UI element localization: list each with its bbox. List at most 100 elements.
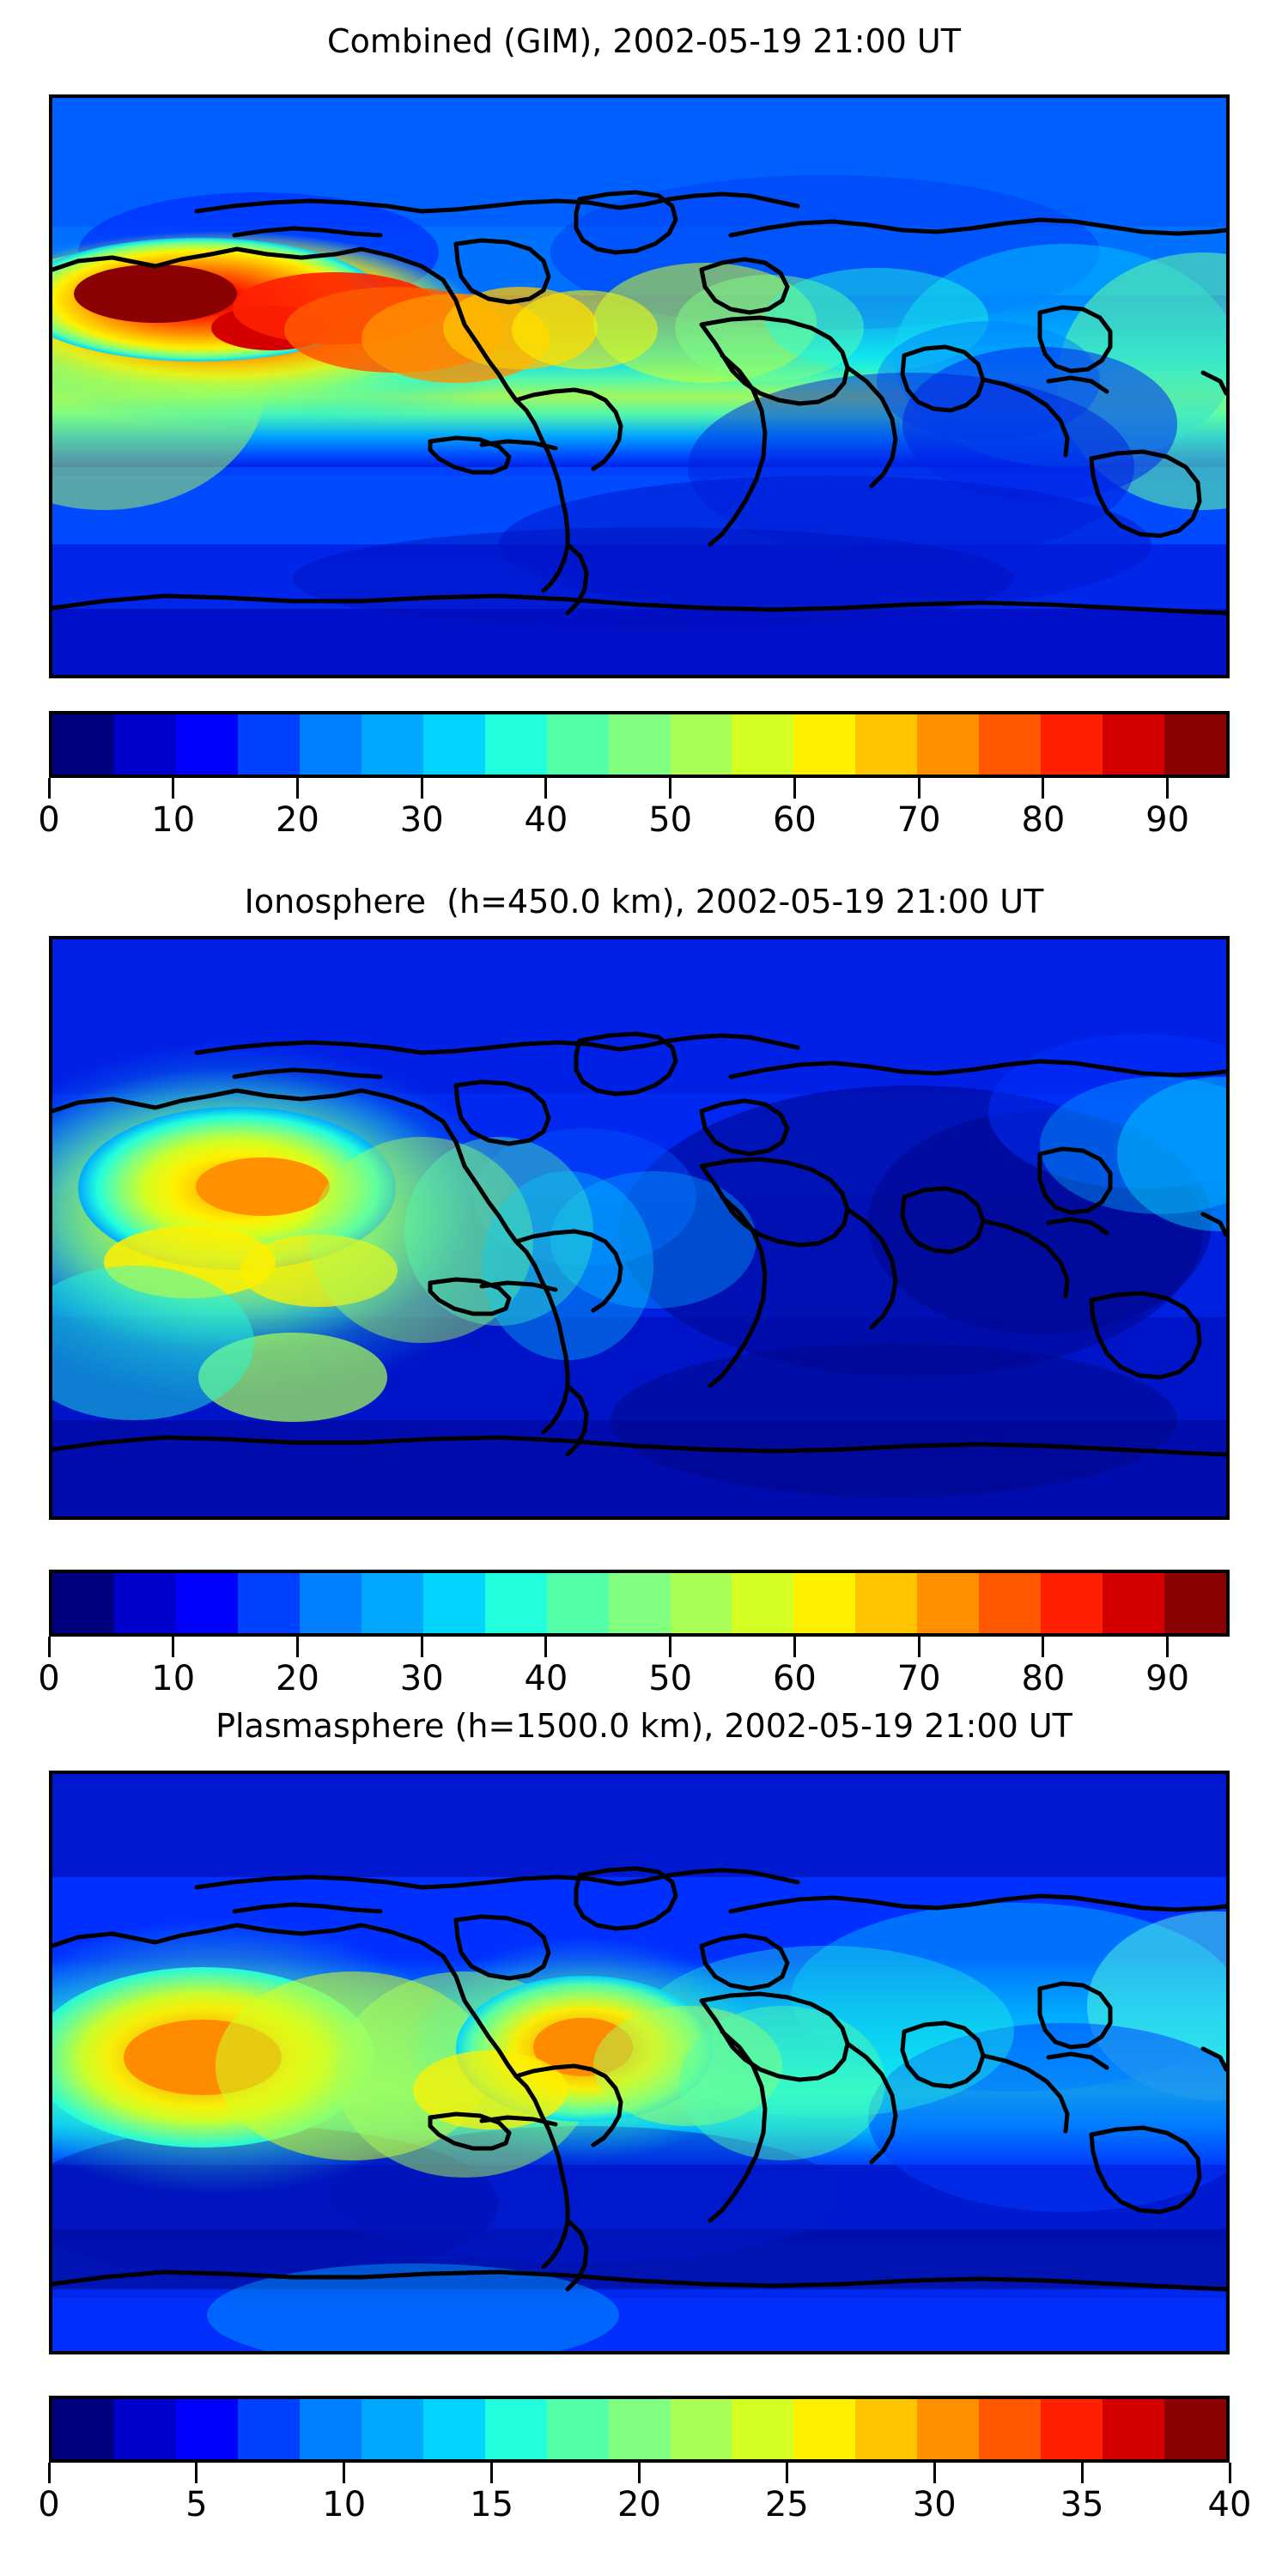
colorbar-band <box>422 714 485 775</box>
colorbar-tick-label: 40 <box>1207 2485 1252 2524</box>
colorbar-band <box>175 2399 238 2459</box>
colorbar-tick <box>544 1637 548 1657</box>
colorbar-tick <box>343 2463 346 2483</box>
colorbar-band <box>299 714 361 775</box>
colorbar-band <box>299 1573 361 1633</box>
colorbar-band <box>855 1573 918 1633</box>
colorbar-tick-label: 20 <box>276 1659 319 1698</box>
colorbar-tick-label: 0 <box>38 800 60 840</box>
colorbar-band <box>608 1573 671 1633</box>
colorbar-labels-combined-gim: 0 10 20 30 40 50 60 70 80 90 <box>38 800 1230 845</box>
colorbar-band <box>422 2399 485 2459</box>
colorbar-band <box>793 2399 856 2459</box>
colorbar-tick <box>669 778 672 799</box>
colorbar-band <box>855 714 918 775</box>
colorbar-band <box>1103 1573 1165 1633</box>
colorbar-band <box>670 714 732 775</box>
colorbar-band <box>732 714 794 775</box>
map-canvas-plasmasphere <box>52 1774 1226 2351</box>
colorbar-tick-label: 20 <box>617 2485 661 2524</box>
colorbar-band <box>1103 2399 1165 2459</box>
colorbar-ionosphere[interactable]: 0 10 20 30 40 50 60 70 80 90 <box>38 1570 1230 1704</box>
colorbar-band <box>299 2399 361 2459</box>
colorbar-gradient-ionosphere <box>49 1570 1230 1637</box>
colorbar-tick-label: 10 <box>151 800 196 840</box>
colorbar-tick-label: 90 <box>1145 1659 1190 1698</box>
colorbar-band <box>917 1573 980 1633</box>
colorbar-band <box>175 714 238 775</box>
colorbar-band <box>113 1573 176 1633</box>
colorbar-band <box>361 1573 423 1633</box>
colorbar-band <box>1103 714 1165 775</box>
colorbar-band <box>670 1573 732 1633</box>
colorbar-tick <box>1166 778 1170 799</box>
colorbar-band <box>546 1573 609 1633</box>
colorbar-tick <box>1080 2463 1084 2483</box>
colorbar-tick-label: 30 <box>912 2485 957 2524</box>
colorbar-tick-label: 15 <box>470 2485 514 2524</box>
colorbar-band <box>1041 714 1103 775</box>
colorbar-ticks-plasmasphere <box>47 2463 1231 2485</box>
colorbar-band <box>361 2399 423 2459</box>
colorbar-band <box>979 1573 1042 1633</box>
colorbar-tick-label: 0 <box>38 1659 60 1698</box>
colorbar-tick-label: 0 <box>38 2485 60 2524</box>
colorbar-gradient-plasmasphere <box>49 2396 1230 2463</box>
colorbar-band <box>113 714 176 775</box>
map-canvas-combined-gim <box>52 98 1226 675</box>
colorbar-tick-label: 90 <box>1145 800 1190 840</box>
panel-ionosphere: Ionosphere (h=450.0 km), 2002-05-19 21:0… <box>0 860 1288 1702</box>
colorbar-tick-label: 25 <box>764 2485 809 2524</box>
colorbar-tick <box>638 2463 641 2483</box>
colorbar-tick <box>295 1637 299 1657</box>
colorbar-tick-label: 30 <box>399 800 444 840</box>
colorbar-tick-label: 20 <box>276 800 319 840</box>
colorbar-tick <box>793 1637 796 1657</box>
colorbar-tick <box>47 1637 51 1657</box>
colorbar-gradient-combined-gim <box>49 711 1230 778</box>
colorbar-tick <box>544 778 548 799</box>
colorbar-tick <box>172 778 175 799</box>
panel-plasmasphere: Plasmasphere (h=1500.0 km), 2002-05-19 2… <box>0 1685 1288 2576</box>
colorbar-band <box>52 714 114 775</box>
colorbar-band <box>732 2399 794 2459</box>
colorbar-tick-label: 10 <box>322 2485 367 2524</box>
colorbar-band <box>237 714 300 775</box>
colorbar-band <box>484 2399 547 2459</box>
colorbar-band <box>422 1573 485 1633</box>
colorbar-band <box>484 1573 547 1633</box>
colorbar-tick-label: 40 <box>524 1659 568 1698</box>
colorbar-labels-ionosphere: 0 10 20 30 40 50 60 70 80 90 <box>38 1659 1230 1704</box>
panel-title-combined-gim: Combined (GIM), 2002-05-19 21:00 UT <box>327 22 961 60</box>
colorbar-tick <box>1042 778 1045 799</box>
colorbar-tick <box>785 2463 788 2483</box>
colorbar-combined-gim[interactable]: 0 10 20 30 40 50 60 70 80 90 <box>38 711 1230 845</box>
colorbar-tick-label: 10 <box>151 1659 196 1698</box>
colorbar-tick <box>793 778 796 799</box>
map-canvas-ionosphere <box>52 939 1226 1516</box>
colorbar-band <box>979 2399 1042 2459</box>
colorbar-band <box>52 1573 114 1633</box>
map-plasmasphere[interactable] <box>49 1771 1230 2354</box>
colorbar-tick <box>47 778 51 799</box>
colorbar-ticks-combined-gim <box>47 778 1230 800</box>
colorbar-ticks-ionosphere <box>47 1637 1230 1659</box>
colorbar-tick <box>47 2463 51 2483</box>
colorbar-plasmasphere[interactable]: 0 5 10 15 20 25 30 35 40 <box>38 2396 1251 2530</box>
colorbar-tick <box>490 2463 494 2483</box>
map-ionosphere[interactable] <box>49 936 1230 1520</box>
colorbar-band <box>608 714 671 775</box>
colorbar-band <box>237 2399 300 2459</box>
colorbar-tick <box>420 1637 423 1657</box>
colorbar-tick <box>1042 1637 1045 1657</box>
colorbar-band <box>608 2399 671 2459</box>
colorbar-tick-label: 60 <box>772 1659 817 1698</box>
colorbar-band <box>113 2399 176 2459</box>
colorbar-band <box>979 714 1042 775</box>
map-combined-gim[interactable] <box>49 94 1230 678</box>
colorbar-band <box>793 1573 856 1633</box>
colorbar-tick <box>172 1637 175 1657</box>
colorbar-band <box>855 2399 918 2459</box>
colorbar-band <box>52 2399 114 2459</box>
colorbar-tick <box>917 1637 920 1657</box>
